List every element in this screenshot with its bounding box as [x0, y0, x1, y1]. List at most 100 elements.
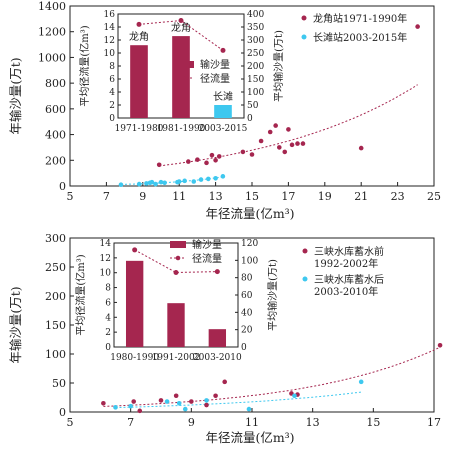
inset-left-tick-label: 6 [109, 75, 115, 85]
inset-sediment-point [173, 269, 179, 275]
inset-right-axis-label: 平均输沙量(万t) [266, 259, 279, 331]
x-tick-label: 13 [209, 190, 223, 203]
inset-right-tick-label: 400 [247, 10, 264, 20]
inset-bar [208, 329, 227, 347]
legend-marker-series-2 [302, 276, 308, 282]
inset-right-tick-label: 100 [247, 88, 264, 98]
y-tick-label: 200 [45, 154, 66, 167]
y-tick-label: 400 [45, 129, 66, 142]
y-tick-label: 50 [52, 377, 66, 390]
inset-right-tick-label: 60 [241, 291, 253, 301]
inset-legend-line-marker [183, 75, 189, 81]
inset-left-tick-label: 14 [104, 23, 116, 33]
data-point-series-1 [209, 152, 215, 158]
data-point-series-1 [213, 393, 218, 399]
x-tick-label: 5 [67, 190, 74, 203]
data-point-series-1 [204, 160, 209, 166]
inset-bar [125, 260, 144, 347]
legend-marker-series-2 [301, 34, 307, 40]
inset-right-tick-label: 350 [247, 23, 264, 33]
legend-label-series-1: 三峡水库蓄水前 1992-2002年 [314, 245, 384, 270]
x-tick-label: 21 [354, 190, 368, 203]
data-point-series-1 [101, 401, 106, 406]
x-tick-label: 7 [127, 416, 134, 429]
data-point-series-1 [300, 141, 306, 146]
data-point-series-2 [113, 405, 118, 410]
data-point-series-1 [289, 142, 295, 148]
inset-bar [214, 105, 232, 118]
y-tick-label: 0 [59, 180, 66, 193]
x-axis-label: 年径流量(亿m³) [205, 430, 294, 445]
data-point-series-1 [295, 141, 300, 146]
inset-bar [130, 45, 148, 119]
data-point-series-2 [118, 182, 124, 188]
inset-category-label: 1980-1990 [110, 353, 159, 363]
x-tick-label: 5 [67, 416, 74, 429]
inset-right-tick-label: 50 [247, 101, 259, 111]
inset-bar-label: 长滩 [213, 90, 233, 103]
legend-label-series-1: 龙角站1971-1990年 [313, 12, 407, 25]
inset-left-tick-label: 12 [104, 36, 115, 46]
data-point-series-2 [136, 181, 142, 187]
inset-category-label: 1981-1990 [157, 124, 206, 134]
x-tick-label: 9 [139, 190, 146, 203]
data-point-series-2 [144, 181, 149, 186]
x-tick-label: 19 [318, 190, 332, 203]
inset-left-tick-label: 10 [100, 269, 112, 279]
inset-right-tick-label: 40 [241, 308, 253, 318]
y-tick-label: 600 [45, 103, 66, 116]
inset-left-tick-label: 16 [104, 10, 116, 20]
x-tick-label: 7 [103, 190, 110, 203]
inset-category-label: 1991-2002 [152, 353, 201, 363]
data-point-series-1 [282, 149, 288, 155]
inset-left-tick-label: 10 [104, 49, 116, 59]
y-tick-label: 800 [45, 77, 66, 90]
inset-right-tick-label: 0 [247, 114, 253, 124]
inset-left-tick-label: 12 [100, 254, 111, 264]
data-point-series-1 [273, 123, 278, 128]
inset-left-tick-label: 4 [105, 313, 111, 323]
inset-right-tick-label: 250 [247, 49, 264, 59]
inset-sediment-point [220, 47, 226, 53]
data-point-series-1 [267, 129, 273, 135]
inset-bar-label: 龙角 [129, 30, 149, 43]
y-axis-label: 年输沙量(万t) [8, 57, 23, 134]
data-point-series-2 [204, 398, 209, 403]
inset-sediment-line [138, 19, 224, 51]
inset-right-tick-label: 300 [247, 36, 264, 46]
data-point-series-2 [149, 179, 155, 185]
x-tick-label: 23 [391, 190, 405, 203]
data-point-series-1 [249, 152, 255, 157]
trend-line-series-2 [115, 391, 362, 409]
inset-right-tick-label: 20 [241, 326, 253, 336]
data-point-series-1 [137, 408, 143, 414]
x-tick-label: 17 [427, 416, 441, 429]
data-point-series-2 [158, 179, 164, 185]
data-point-series-1 [437, 343, 443, 348]
panel-1: 5 7 9 11 13 15 17 19 21 23 25020040060080010001200… [8, 0, 441, 221]
data-point-series-2 [191, 179, 197, 184]
data-point-series-2 [176, 401, 182, 406]
inset-legend-label-bar: 输沙量 [200, 58, 230, 71]
y-tick-label: 1000 [38, 51, 66, 64]
inset-left-tick-label: 8 [105, 284, 111, 294]
inset-left-axis-label: 平均径流量(亿m³) [78, 25, 91, 106]
data-point-series-2 [292, 393, 297, 399]
y-tick-label: 0 [59, 406, 66, 419]
inset-sediment-point [132, 247, 138, 253]
trend-line-series-1 [103, 346, 441, 407]
inset-left-tick-label: 0 [105, 343, 111, 353]
inset-left-tick-label: 6 [105, 298, 111, 308]
inset-sediment-point [214, 269, 220, 275]
inset-right-tick-label: 200 [247, 62, 264, 72]
data-point-series-1 [173, 393, 179, 399]
inset-left-tick-label: 8 [109, 62, 115, 72]
data-point-series-1 [213, 157, 218, 163]
y-tick-label: 250 [45, 261, 66, 274]
inset-right-tick-label: 120 [241, 239, 258, 249]
legend-marker-series-1 [301, 15, 307, 21]
data-point-series-2 [206, 176, 211, 182]
data-point-series-1 [277, 145, 282, 150]
inset-chart-1: 0 2 4 6 8 10 12 14 16 0 50 100 150 200 250 300 350 400 平均径… [78, 10, 285, 134]
